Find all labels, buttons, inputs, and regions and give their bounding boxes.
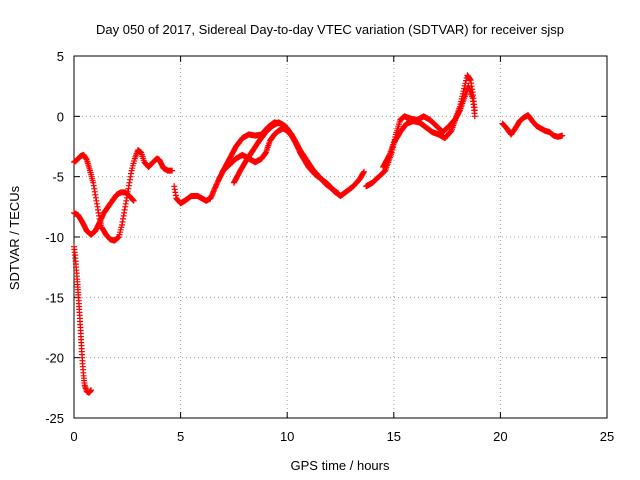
y-tick-label: -10	[45, 230, 64, 245]
chart-title: Day 050 of 2017, Sidereal Day-to-day VTE…	[96, 22, 564, 37]
series-drop	[71, 243, 95, 396]
x-tick-label: 10	[280, 429, 294, 444]
y-tick-label: -15	[45, 290, 64, 305]
grid	[74, 56, 607, 418]
plot-frame	[73, 55, 608, 419]
plus-markers	[71, 147, 176, 244]
plus-markers	[71, 243, 95, 396]
x-tick-label: 15	[387, 429, 401, 444]
y-tick-label: -20	[45, 351, 64, 366]
x-tick-label: 20	[493, 429, 507, 444]
x-tick-label: 25	[600, 429, 614, 444]
y-tick-label: 5	[57, 49, 64, 64]
y-tick-label: -5	[52, 170, 64, 185]
plus-markers	[230, 119, 301, 186]
series-track-e	[230, 119, 301, 186]
series-track-b	[71, 147, 176, 244]
data-marks	[71, 72, 566, 396]
y-axis-label: SDTVAR / TECUs	[7, 185, 22, 290]
plus-markers	[499, 112, 566, 140]
x-tick-label: 0	[70, 429, 77, 444]
y-tick-label: 0	[57, 109, 64, 124]
tick-labels: 0 5 10 15 20 25 -25 -20 -15 -10 -5 0 5	[45, 49, 614, 444]
series-track-h	[499, 112, 566, 140]
series-track-g	[380, 72, 478, 170]
axis-ticks	[73, 55, 608, 419]
y-tick-label: -25	[45, 411, 64, 426]
x-axis-label: GPS time / hours	[291, 458, 390, 473]
x-tick-label: 5	[177, 429, 184, 444]
plus-markers	[380, 72, 478, 170]
